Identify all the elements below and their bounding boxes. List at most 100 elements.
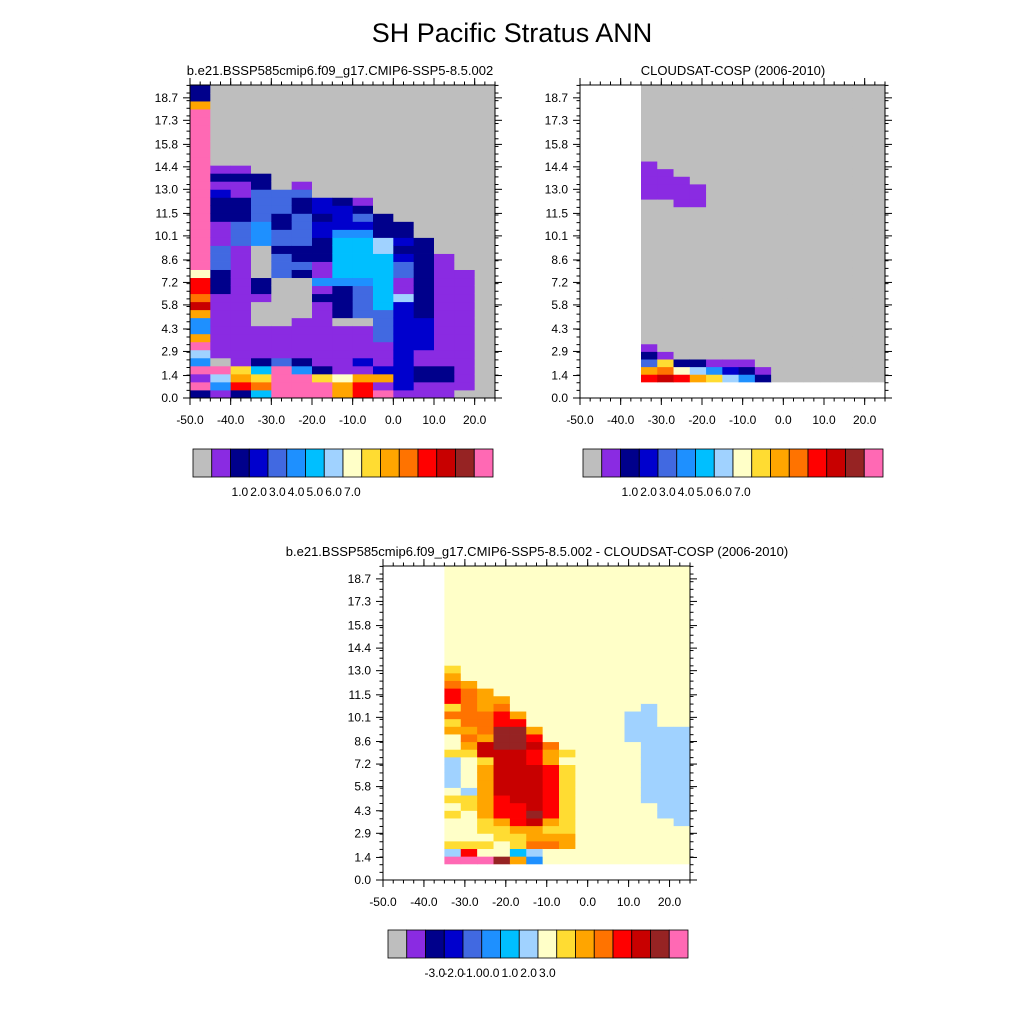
heatmap-cell bbox=[251, 149, 272, 158]
heatmap-cell bbox=[591, 818, 609, 827]
heatmap-cell bbox=[738, 100, 756, 109]
y-tick-label: 17.3 bbox=[155, 113, 179, 127]
heatmap-cell bbox=[373, 165, 394, 174]
heatmap-cell bbox=[526, 810, 544, 819]
heatmap-cell bbox=[641, 107, 658, 116]
heatmap-cell bbox=[641, 168, 658, 177]
heatmap-cell bbox=[673, 199, 691, 208]
colorbar-swatch bbox=[612, 929, 633, 959]
heatmap-cell bbox=[210, 325, 232, 335]
y-tick-label: 15.8 bbox=[155, 137, 179, 151]
heatmap-cell bbox=[771, 336, 788, 345]
heatmap-cell bbox=[608, 726, 625, 735]
heatmap-cell bbox=[640, 596, 658, 605]
heatmap-cell bbox=[332, 301, 354, 311]
heatmap-cell bbox=[251, 285, 272, 295]
heatmap-cell bbox=[210, 389, 232, 399]
heatmap-cell bbox=[444, 650, 462, 659]
heatmap-cell bbox=[706, 214, 723, 223]
heatmap-cell bbox=[640, 680, 658, 689]
heatmap-cell bbox=[641, 115, 658, 124]
heatmap-cell bbox=[836, 92, 853, 101]
heatmap-cell bbox=[271, 301, 293, 311]
heatmap-cell bbox=[868, 321, 886, 330]
heatmap-cell bbox=[673, 252, 691, 261]
colorbar-swatch bbox=[807, 448, 828, 478]
heatmap-cell bbox=[836, 222, 853, 231]
heatmap-cell bbox=[559, 779, 576, 788]
heatmap-cell bbox=[608, 695, 625, 704]
colorbar-label: 3.0 bbox=[659, 485, 676, 499]
heatmap-cell bbox=[271, 277, 293, 287]
heatmap-cell bbox=[868, 244, 886, 253]
heatmap-cell bbox=[434, 341, 455, 351]
heatmap-cell bbox=[526, 772, 544, 781]
heatmap-cell bbox=[251, 293, 272, 303]
heatmap-cell bbox=[559, 634, 576, 643]
heatmap-cell bbox=[575, 566, 593, 575]
heatmap-cell bbox=[352, 261, 374, 270]
heatmap-cell bbox=[868, 351, 886, 360]
heatmap-cell bbox=[434, 117, 455, 126]
heatmap-cell bbox=[312, 373, 333, 383]
heatmap-cell bbox=[852, 214, 870, 223]
heatmap-cell bbox=[373, 125, 394, 134]
heatmap-cell bbox=[477, 726, 494, 735]
heatmap-cell bbox=[190, 141, 211, 150]
heatmap-cell bbox=[754, 206, 772, 215]
heatmap-cell bbox=[803, 351, 821, 360]
heatmap-cell bbox=[787, 298, 805, 307]
heatmap-cell bbox=[657, 252, 674, 261]
heatmap-cell bbox=[575, 695, 593, 704]
heatmap-cell bbox=[444, 764, 462, 773]
heatmap-cell bbox=[493, 611, 511, 620]
heatmap-cell bbox=[754, 161, 772, 170]
heatmap-cell bbox=[190, 381, 211, 391]
heatmap-cell bbox=[575, 756, 593, 765]
heatmap-cell bbox=[624, 779, 642, 788]
heatmap-cell bbox=[291, 197, 313, 206]
heatmap-cell bbox=[434, 213, 455, 222]
heatmap-cell bbox=[591, 566, 609, 575]
heatmap-cell bbox=[190, 165, 211, 174]
heatmap-cell bbox=[526, 588, 544, 597]
heatmap-cell bbox=[673, 244, 691, 253]
heatmap-cell bbox=[657, 726, 675, 735]
heatmap-cell bbox=[608, 779, 625, 788]
heatmap-cell bbox=[722, 168, 739, 177]
heatmap-cell bbox=[460, 795, 478, 804]
heatmap-cell bbox=[312, 269, 333, 279]
heatmap-cell bbox=[271, 261, 293, 270]
colorbar-swatch bbox=[267, 448, 288, 478]
heatmap-cell bbox=[332, 381, 354, 391]
colorbar-swatch bbox=[826, 448, 846, 478]
heatmap-cell bbox=[657, 611, 675, 620]
heatmap-cell bbox=[210, 245, 232, 254]
heatmap-cell bbox=[373, 141, 394, 150]
heatmap-cell bbox=[803, 305, 821, 314]
heatmap-cell bbox=[291, 189, 313, 198]
heatmap-cell bbox=[575, 588, 593, 597]
heatmap-cell bbox=[251, 85, 272, 94]
heatmap-cell bbox=[413, 85, 435, 94]
heatmap-cell bbox=[819, 282, 837, 291]
heatmap-cell bbox=[689, 359, 707, 368]
heatmap-cell bbox=[474, 101, 496, 110]
heatmap-cell bbox=[689, 100, 707, 109]
heatmap-cell bbox=[542, 856, 560, 865]
heatmap-cell bbox=[444, 588, 462, 597]
heatmap-cell bbox=[190, 205, 211, 214]
heatmap-cell bbox=[852, 282, 870, 291]
heatmap-cell bbox=[787, 92, 805, 101]
heatmap-cell bbox=[332, 293, 354, 303]
heatmap-cell bbox=[706, 351, 723, 360]
heatmap-cell bbox=[509, 840, 527, 850]
heatmap-cell bbox=[657, 627, 675, 636]
heatmap-cell bbox=[738, 305, 756, 314]
heatmap-cell bbox=[190, 261, 211, 270]
heatmap-cell bbox=[608, 810, 625, 819]
heatmap-cell bbox=[673, 168, 691, 177]
heatmap-cell bbox=[434, 109, 455, 118]
heatmap-cell bbox=[542, 650, 560, 659]
heatmap-cell bbox=[230, 181, 252, 190]
